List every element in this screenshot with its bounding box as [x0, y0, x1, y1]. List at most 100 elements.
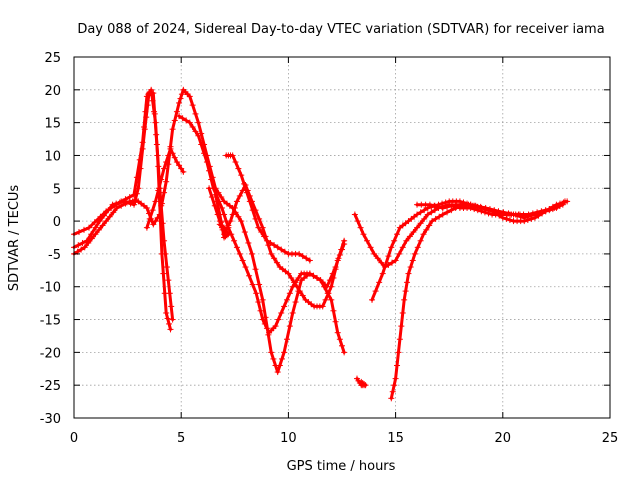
data-point [81, 244, 88, 251]
data-point [180, 168, 187, 175]
data-point [404, 279, 411, 286]
data-point [268, 349, 275, 356]
data-point [278, 246, 285, 253]
data-point [142, 108, 149, 115]
data-point [245, 239, 252, 246]
data-point [372, 288, 379, 295]
data-point [394, 231, 401, 238]
data-point [358, 378, 365, 385]
data-point [428, 209, 435, 216]
data-point [242, 181, 249, 188]
data-point [278, 355, 285, 362]
data-point [268, 250, 275, 257]
data-point [206, 167, 213, 174]
data-point [215, 204, 222, 211]
data-point [391, 237, 398, 244]
data-point [274, 244, 281, 251]
x-tick-labels: 0 5 10 15 20 25 [70, 431, 618, 446]
data-point [113, 201, 120, 208]
data-point [192, 128, 199, 135]
data-point [218, 194, 225, 201]
data-point [429, 218, 436, 225]
y-tick-label: 20 [44, 84, 61, 99]
data-point [486, 206, 493, 213]
data-point [272, 323, 279, 330]
data-point [148, 86, 155, 93]
data-point [238, 218, 245, 225]
data-point [495, 208, 502, 215]
data-point [417, 209, 424, 216]
data-point [281, 349, 288, 356]
data-point [306, 270, 313, 277]
data-point [169, 316, 176, 323]
data-point [153, 141, 160, 148]
x-tick-label: 0 [70, 431, 78, 446]
series-trace [214, 193, 230, 239]
data-point [389, 388, 396, 395]
data-point [442, 199, 449, 206]
data-point [88, 235, 95, 242]
data-point [85, 239, 92, 246]
data-point [208, 176, 215, 183]
x-axis-label: GPS time / hours [287, 459, 396, 474]
data-point [249, 281, 256, 288]
data-point [255, 299, 262, 306]
data-point [411, 250, 418, 257]
x-tick-label: 5 [177, 431, 185, 446]
data-point [325, 290, 332, 297]
data-point [306, 257, 313, 264]
data-point [76, 229, 83, 236]
data-point [242, 264, 249, 271]
data-point [421, 215, 428, 222]
data-point [296, 288, 303, 295]
data-point [259, 316, 266, 323]
data-point [417, 237, 424, 244]
data-point [151, 108, 158, 115]
series-arc-13 [414, 201, 566, 218]
data-point [168, 303, 175, 310]
data-point [505, 210, 512, 217]
data-point [467, 201, 474, 208]
data-point [371, 250, 378, 257]
data-point [238, 172, 245, 179]
data-point [420, 231, 427, 238]
data-point [99, 222, 106, 229]
data-point [173, 108, 180, 115]
data-point [482, 204, 489, 211]
data-point [165, 277, 172, 284]
data-point [414, 211, 421, 218]
data-point [161, 165, 168, 172]
data-point [364, 237, 371, 244]
data-point [161, 237, 168, 244]
data-point [141, 124, 148, 131]
data-point [542, 207, 549, 214]
data-point [396, 250, 403, 257]
data-point [330, 307, 337, 314]
data-point [374, 255, 381, 262]
data-point [239, 257, 246, 264]
data-point [186, 93, 193, 100]
data-point [206, 185, 213, 192]
x-tick-label: 20 [495, 431, 512, 446]
data-point [339, 246, 345, 253]
data-point [92, 231, 99, 238]
data-point [225, 222, 232, 229]
data-point [79, 239, 86, 246]
data-point [171, 154, 178, 161]
series-arc-10 [369, 198, 571, 303]
data-point [472, 202, 479, 209]
data-point [551, 204, 558, 211]
y-tick-label: -25 [40, 379, 61, 394]
data-point [334, 257, 341, 264]
data-point [152, 119, 159, 126]
data-point [360, 231, 367, 238]
data-point [439, 211, 446, 218]
data-point [97, 213, 104, 220]
data-point [402, 288, 409, 295]
data-point [176, 162, 183, 169]
data-point [392, 375, 399, 382]
data-point [201, 150, 208, 157]
data-point [256, 215, 263, 222]
data-point [452, 201, 459, 208]
data-point [75, 242, 82, 249]
